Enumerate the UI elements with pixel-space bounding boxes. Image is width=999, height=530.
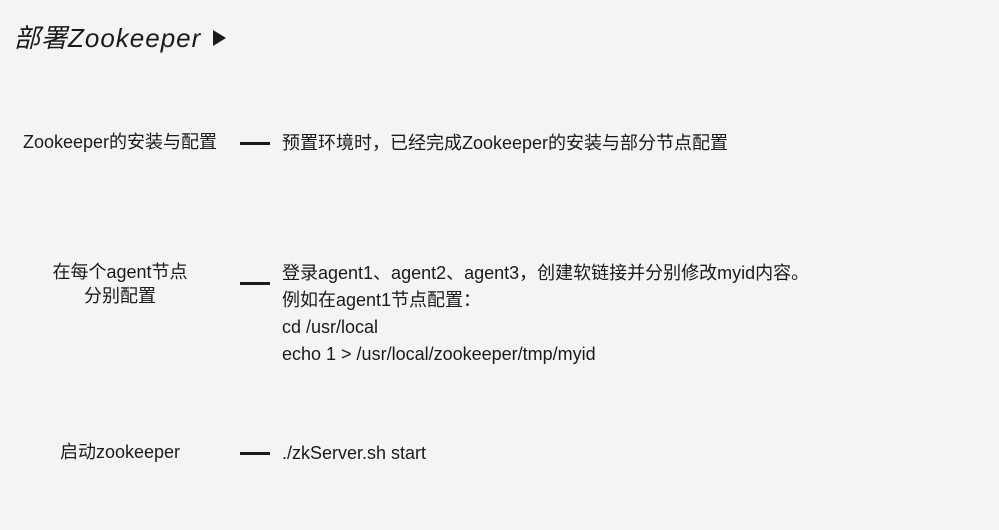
section-start-zookeeper: 启动zookeeper ./zkServer.sh start <box>0 440 426 467</box>
content-line: cd /usr/local <box>282 314 809 341</box>
content-line: echo 1 > /usr/local/zookeeper/tmp/myid <box>282 341 809 368</box>
label-line: 分别配置 <box>84 286 156 306</box>
section-label: Zookeeper的安装与配置 <box>0 130 240 154</box>
connector-line <box>240 452 270 455</box>
page-title: 部署Zookeeper <box>14 18 201 55</box>
content-line: 登录agent1、agent2、agent3，创建软链接并分别修改myid内容。 <box>282 260 809 287</box>
label-line: 在每个agent节点 <box>52 262 187 282</box>
triangle-right-icon <box>213 30 226 46</box>
connector-line <box>240 142 270 145</box>
section-label: 启动zookeeper <box>0 440 240 464</box>
section-content: 预置环境时，已经完成Zookeeper的安装与部分节点配置 <box>276 130 728 157</box>
section-install-config: Zookeeper的安装与配置 预置环境时，已经完成Zookeeper的安装与部… <box>0 130 728 157</box>
page-title-row: 部署Zookeeper <box>14 18 226 55</box>
content-line: 例如在agent1节点配置： <box>282 287 809 314</box>
section-content: ./zkServer.sh start <box>276 440 426 467</box>
section-label: 在每个agent节点 分别配置 <box>0 260 240 309</box>
connector-line <box>240 282 270 285</box>
section-content: 登录agent1、agent2、agent3，创建软链接并分别修改myid内容。… <box>276 260 809 368</box>
section-agent-config: 在每个agent节点 分别配置 登录agent1、agent2、agent3，创… <box>0 260 809 368</box>
